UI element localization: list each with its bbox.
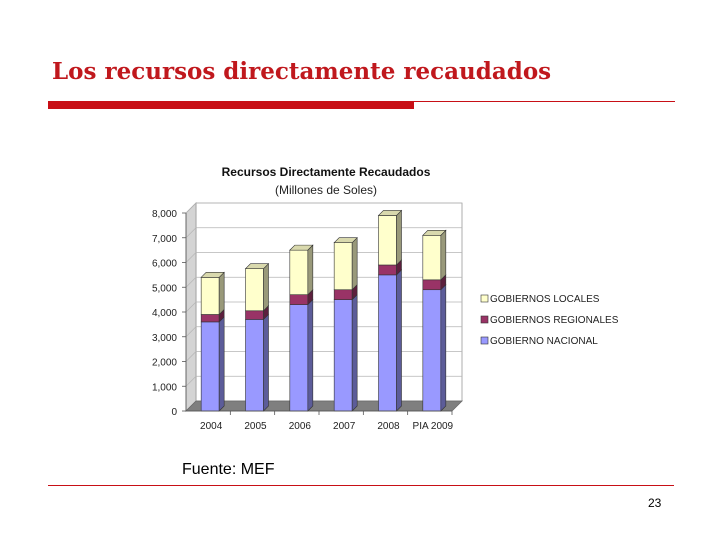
bar-segment-side	[396, 269, 402, 412]
x-tick-label: 2004	[200, 421, 223, 432]
chart-plot-area	[185, 202, 463, 412]
gridline	[185, 252, 462, 263]
bar-segment	[333, 289, 353, 300]
bar-segment-side	[351, 236, 358, 291]
x-tick-label: PIA 2009	[413, 421, 454, 432]
bar-segment	[289, 249, 309, 295]
floor	[185, 400, 463, 412]
gridline	[185, 227, 462, 238]
bar-segment-side	[218, 316, 225, 412]
bar-segment-side	[263, 262, 269, 312]
y-tick-label: 0	[171, 407, 177, 418]
legend-swatch	[480, 315, 489, 324]
bar-series	[200, 209, 447, 412]
bar-segment	[378, 215, 397, 266]
bar-segment-side	[307, 244, 314, 296]
bar-top	[289, 244, 314, 251]
footer-rule	[48, 485, 674, 486]
x-tick-label: 2008	[377, 421, 400, 432]
x-tick-label: 2005	[244, 421, 267, 432]
bar-segment	[422, 279, 442, 291]
gridline	[185, 375, 462, 387]
source-note: Fuente: MEF	[182, 461, 275, 478]
legend-label: GOBIERNOS REGIONALES	[490, 315, 619, 326]
gridline	[185, 351, 462, 362]
page-number: 23	[648, 496, 662, 510]
y-tick-label: 4,000	[152, 308, 177, 319]
legend-label: GOBIERNOS LOCALES	[490, 294, 600, 305]
bar-top	[333, 237, 358, 243]
y-tick-label: 1,000	[152, 382, 177, 393]
x-axis: 2004 2005 2006 2007 2008 PIA 2009	[186, 410, 454, 432]
bar-segment	[289, 294, 309, 305]
bar-segment-side	[440, 229, 447, 281]
y-tick-label: 8,000	[152, 209, 177, 220]
gridline	[185, 326, 462, 337]
gridlines	[185, 202, 462, 387]
title-underline-thick	[48, 101, 414, 109]
bar-segment	[422, 234, 442, 281]
bar-top	[422, 229, 447, 236]
bar-segment	[200, 277, 220, 315]
x-tick-label: 2006	[289, 421, 312, 432]
bar-segment	[200, 321, 220, 412]
legend-swatch	[480, 294, 489, 303]
bar-segment	[422, 289, 442, 412]
title-underline-thin	[414, 101, 675, 102]
bar-segment-side	[218, 271, 225, 316]
bar-segment-side	[263, 313, 269, 412]
y-axis: 0 1,000 2,000 3,000 4,000 5,000 6,000 7,000 8,00…	[152, 209, 187, 418]
y-tick-label: 5,000	[152, 283, 177, 294]
legend-swatch	[480, 336, 489, 345]
chart-subtitle: (Millones de Soles)	[275, 183, 377, 197]
chart-title: Recursos Directamente Recaudados	[222, 165, 431, 179]
bar-segment-side	[307, 298, 314, 412]
legend-label: GOBIERNO NACIONAL	[490, 336, 598, 347]
legend: GOBIERNOS LOCALES GOBIERNOS REGIONALES GOB…	[480, 294, 619, 347]
bar-segment	[245, 268, 264, 312]
y-tick-label: 6,000	[152, 259, 177, 270]
bar-segment	[289, 304, 309, 412]
bar-segment	[245, 310, 264, 320]
bar-top	[244, 263, 270, 269]
bar-top	[200, 272, 225, 278]
y-tick-label: 2,000	[152, 358, 177, 369]
y-tick-label: 3,000	[152, 333, 177, 344]
bar-segment	[378, 274, 397, 412]
gridline	[185, 202, 462, 214]
gridline	[185, 276, 462, 288]
bar-segment	[333, 242, 353, 291]
bar-segment-side	[396, 209, 402, 266]
bar-segment	[333, 299, 353, 412]
bar-segment-side	[440, 284, 447, 412]
slide-title: Los recursos directamente recaudados	[52, 58, 552, 85]
bar-top	[377, 210, 403, 216]
bar-segment	[200, 314, 220, 323]
bar-segment	[245, 319, 264, 412]
y-tick-label: 7,000	[152, 234, 177, 245]
gridline	[185, 301, 462, 313]
bar-segment	[378, 264, 397, 276]
x-tick-label: 2007	[333, 421, 356, 432]
bar-segment-side	[351, 293, 358, 412]
